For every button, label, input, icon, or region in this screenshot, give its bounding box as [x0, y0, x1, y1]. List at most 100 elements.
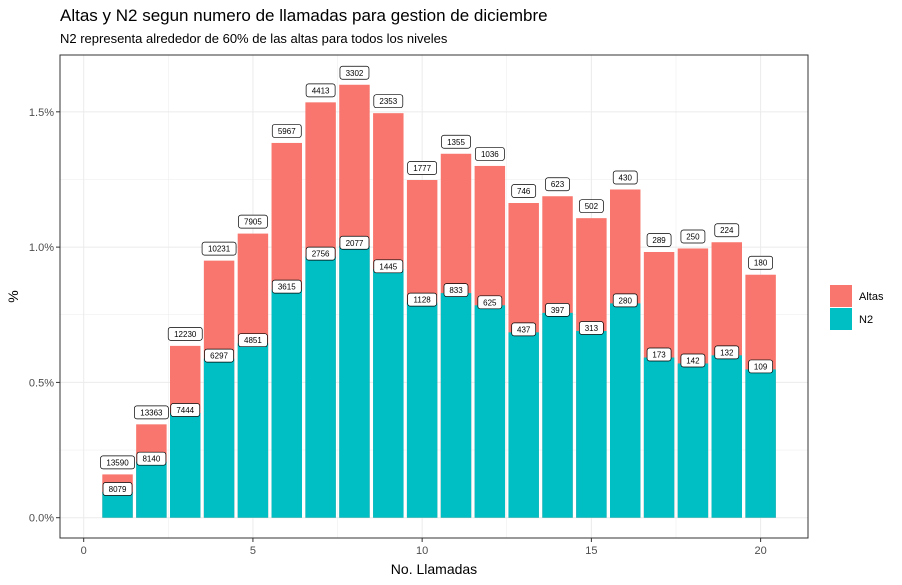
data-label-n2-box — [545, 303, 570, 317]
data-label-altas: 180 — [754, 259, 768, 268]
bar-n2 — [474, 305, 506, 518]
data-label-n2: 109 — [754, 362, 768, 371]
y-tick-label: 0.0% — [29, 513, 54, 525]
data-label-n2: 6297 — [210, 352, 228, 361]
data-label-n2: 2756 — [312, 250, 330, 259]
data-label-altas-box — [545, 177, 570, 192]
bar-n2 — [711, 355, 742, 518]
data-label-altas: 746 — [517, 187, 531, 196]
legend-swatch-n2 — [830, 308, 852, 330]
data-label-altas-box — [646, 233, 672, 247]
data-label-n2: 173 — [652, 351, 666, 360]
bar-n2 — [576, 331, 607, 518]
data-label-altas-box — [441, 134, 471, 149]
data-label-n2-box — [511, 322, 537, 337]
data-label-altas: 13363 — [140, 408, 163, 417]
data-label-n2-box — [579, 321, 604, 335]
data-label-n2: 7444 — [176, 406, 194, 415]
x-tick-label: 20 — [754, 545, 766, 557]
data-label-n2-box — [102, 482, 133, 496]
y-axis-title: % — [5, 290, 21, 302]
data-label-n2-box — [373, 259, 404, 274]
data-label-n2-box — [271, 279, 302, 294]
data-label-altas: 5967 — [278, 127, 296, 136]
bar-n2 — [610, 303, 641, 518]
bar-n2 — [508, 332, 539, 518]
data-label-altas: 224 — [720, 226, 734, 235]
data-label-n2: 280 — [619, 296, 633, 305]
bar-n2 — [102, 492, 133, 518]
data-label-altas-box — [714, 223, 740, 238]
data-label-n2-box — [170, 403, 201, 417]
bar-n2 — [136, 461, 167, 518]
data-label-n2: 1128 — [414, 296, 432, 305]
data-label-altas-box — [579, 199, 604, 214]
data-label-altas: 289 — [652, 236, 666, 245]
data-label-altas: 250 — [686, 232, 700, 241]
data-label-altas: 1355 — [447, 138, 465, 147]
legend-label-n2: N2 — [859, 314, 873, 326]
data-label-altas-box — [407, 161, 438, 175]
bar-n2 — [271, 289, 302, 518]
data-label-altas: 7905 — [244, 218, 262, 227]
data-label-altas: 12230 — [174, 330, 197, 339]
data-label-altas-box — [680, 229, 706, 244]
data-label-n2: 833 — [449, 286, 463, 295]
data-label-altas-box — [748, 255, 773, 270]
data-label-n2-box — [748, 359, 773, 374]
bar-n2 — [643, 357, 675, 518]
plot-border — [59, 54, 809, 539]
data-label-altas: 2353 — [379, 97, 397, 106]
data-label-altas-box — [238, 214, 268, 229]
data-label-n2: 397 — [551, 306, 565, 315]
bar-n2 — [745, 369, 776, 518]
data-label-altas: 10231 — [208, 245, 231, 254]
bar-n2 — [542, 312, 573, 518]
data-label-n2: 8140 — [142, 455, 160, 464]
data-label-n2-box — [477, 295, 503, 310]
x-tick-label: 0 — [81, 545, 87, 557]
x-tick-label: 10 — [416, 545, 428, 557]
x-axis-title: No. Llamadas — [391, 561, 477, 577]
data-label-n2: 1445 — [379, 262, 397, 271]
data-label-n2-box — [612, 293, 638, 308]
data-label-altas-box — [474, 147, 505, 161]
bar-n2 — [339, 245, 370, 518]
data-label-n2-box — [339, 235, 370, 250]
bar-n2 — [677, 363, 709, 518]
data-label-altas: 502 — [585, 202, 599, 211]
chart-title: Altas y N2 segun numero de llamadas para… — [60, 6, 548, 25]
data-label-altas: 1036 — [481, 150, 499, 159]
data-label-altas-box — [167, 327, 203, 341]
data-label-altas: 3302 — [346, 69, 364, 78]
data-label-n2-box — [443, 283, 469, 297]
data-label-n2-box — [680, 353, 706, 368]
data-label-n2-box — [407, 292, 438, 307]
data-label-n2: 142 — [686, 356, 700, 365]
bar-n2 — [440, 293, 472, 518]
legend-swatch-altas — [830, 285, 852, 307]
data-label-altas: 430 — [619, 173, 633, 182]
data-label-altas-box — [339, 65, 370, 80]
data-label-altas-box — [373, 94, 404, 109]
data-label-altas-box — [134, 405, 169, 420]
data-label-altas-box — [100, 455, 135, 470]
bar-n2 — [203, 358, 235, 518]
data-label-n2-box — [714, 345, 740, 360]
data-label-altas: 1777 — [413, 164, 431, 173]
data-label-n2: 4851 — [244, 336, 262, 345]
data-label-n2-box — [646, 347, 672, 362]
x-tick-label: 15 — [585, 545, 597, 557]
y-tick-label: 1.5% — [29, 107, 54, 119]
data-label-n2-box — [238, 333, 268, 348]
data-label-n2-box — [305, 246, 336, 261]
data-label-altas-box — [305, 83, 336, 98]
data-label-n2: 313 — [585, 324, 599, 333]
data-label-altas-box — [511, 184, 537, 198]
data-label-altas: 4413 — [312, 86, 330, 95]
data-label-altas-box — [201, 241, 237, 256]
bar-n2 — [373, 269, 404, 518]
data-label-n2-box — [204, 348, 234, 363]
